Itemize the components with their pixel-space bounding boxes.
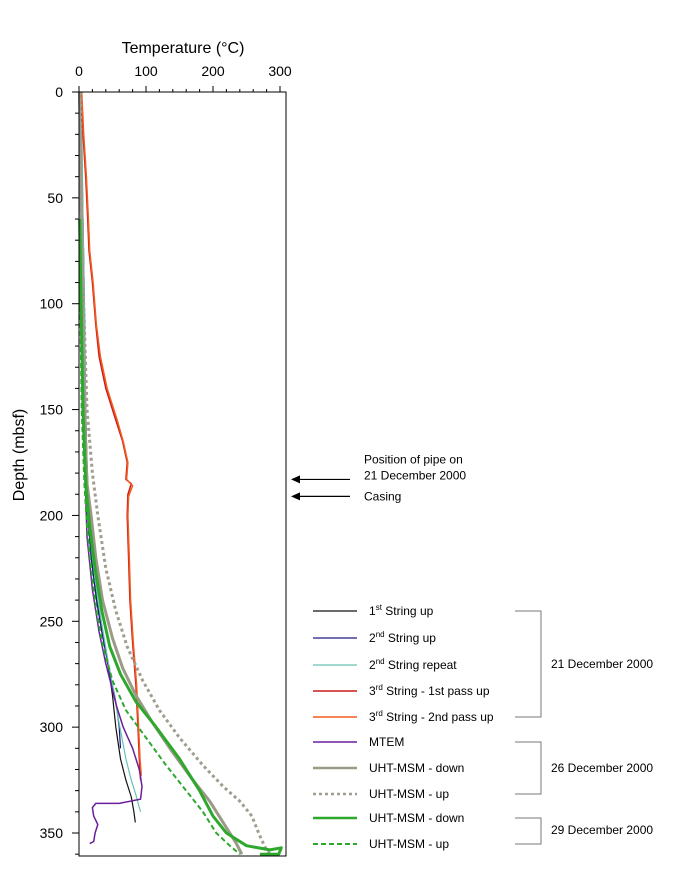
legend-group-label: 21 December 2000 <box>551 657 653 671</box>
legend-bracket <box>515 817 542 845</box>
x-tick-label: 200 <box>201 63 225 79</box>
y-tick-label: 100 <box>40 296 64 312</box>
y-tick-label: 250 <box>40 613 64 629</box>
x-axis-title: Temperature (°C) <box>122 40 245 57</box>
y-axis: 0 50 100 150 200 250 300 350 <box>40 84 79 855</box>
y-tick-label: 350 <box>40 825 64 841</box>
series-line-7 <box>78 91 272 856</box>
legend-group-label: 29 December 2000 <box>551 823 653 837</box>
y-tick-label: 50 <box>47 190 63 206</box>
legend-label: 3rd String - 2nd pass up <box>369 709 494 724</box>
legend-label: 2nd String repeat <box>369 657 457 672</box>
y-tick-label: 150 <box>40 402 64 418</box>
annotation-text: 21 December 2000 <box>364 468 466 482</box>
series-line-9 <box>78 218 241 855</box>
arrowhead-icon <box>291 475 300 484</box>
x-tick-label: 0 <box>75 63 83 79</box>
legend-label: 2nd String up <box>369 630 436 645</box>
series-lines <box>78 91 283 856</box>
legend-group-label: 26 December 2000 <box>551 761 653 775</box>
legend-label: UHT-MSM - up <box>369 837 449 851</box>
legend-bracket <box>515 610 542 718</box>
annotation-text: Casing <box>364 489 401 503</box>
legend-label: 1st String up <box>369 603 434 618</box>
legend-label: 3rd String - 1st pass up <box>369 683 490 698</box>
annotations: Position of pipe on 21 December 2000 Casin… <box>291 452 466 503</box>
y-axis-title: Depth (mbsf) <box>11 409 28 501</box>
series-line-4 <box>80 91 143 776</box>
legend-bracket <box>515 741 542 795</box>
y-tick-label: 0 <box>55 84 63 100</box>
arrowhead-icon <box>291 492 300 501</box>
x-tick-label: 100 <box>134 63 158 79</box>
series-line-6 <box>78 91 244 855</box>
legend-label: UHT-MSM - up <box>369 787 449 801</box>
y-tick-label: 200 <box>40 507 64 523</box>
legend-label: UHT-MSM - down <box>369 761 464 775</box>
series-line-8 <box>78 218 283 856</box>
x-axis: 0 100 200 300 <box>75 63 292 92</box>
legend-label: MTEM <box>369 735 404 749</box>
legend: 1st String up 2nd String up 2nd String rep… <box>313 603 653 851</box>
legend-label: UHT-MSM - down <box>369 811 464 825</box>
x-tick-label: 300 <box>268 63 292 79</box>
y-tick-label: 300 <box>40 719 64 735</box>
annotation-text: Position of pipe on <box>364 452 463 466</box>
plot-area <box>78 91 287 857</box>
